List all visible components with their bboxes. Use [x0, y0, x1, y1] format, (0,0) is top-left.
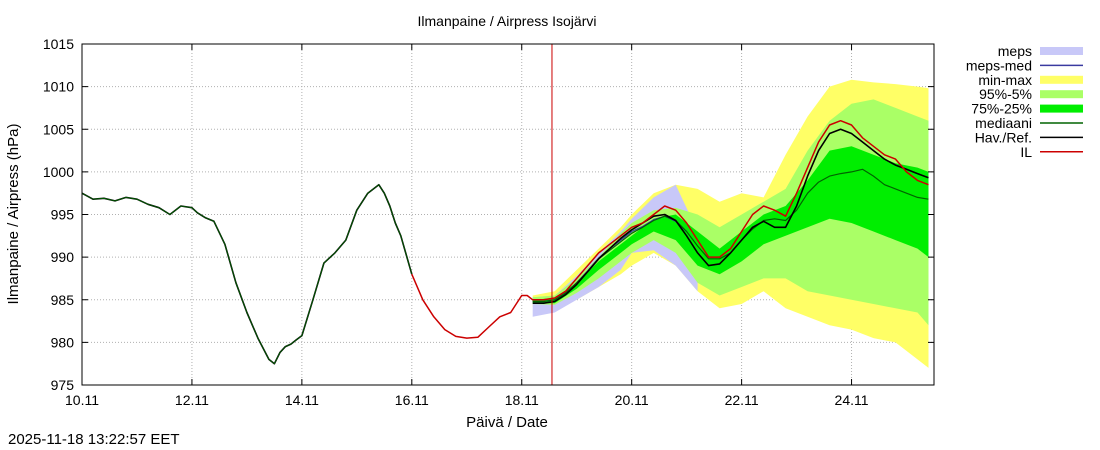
legend-swatch — [1040, 104, 1083, 113]
legend-swatch — [1040, 75, 1083, 84]
band-75-25 — [532, 146, 929, 304]
grid — [82, 44, 934, 385]
series-observed-overlay — [81, 184, 413, 365]
x-tick-label: 18.11 — [505, 392, 539, 408]
y-tick-label: 1015 — [43, 36, 74, 52]
x-tick-label: 20.11 — [615, 392, 649, 408]
series-hav-ref-observed — [81, 183, 413, 365]
legend: mepsmeps-medmin-max95%-5%75%-25%mediaani… — [966, 43, 1083, 160]
legend-label: mediaani — [975, 115, 1032, 131]
legend-swatch — [1040, 47, 1083, 55]
x-tick-label: 22.11 — [725, 392, 759, 408]
chart-title: Ilmanpaine / Airpress Isojärvi — [418, 13, 597, 29]
y-tick-label: 990 — [51, 249, 75, 265]
y-tick-label: 1005 — [43, 121, 74, 137]
series-hav-ref — [532, 128, 929, 305]
series-il — [411, 119, 929, 339]
y-tick-label: 1000 — [43, 164, 74, 180]
y-tick-label: 975 — [51, 377, 75, 393]
legend-label: 75%-25% — [971, 101, 1032, 117]
x-tick-label: 14.11 — [285, 392, 319, 408]
legend-label: Hav./Ref. — [975, 129, 1032, 145]
legend-swatch — [1040, 90, 1083, 99]
y-tick-label: 1010 — [43, 79, 74, 95]
x-axis-title: Päivä / Date — [466, 414, 548, 431]
legend-label: IL — [1020, 144, 1032, 160]
y-axis-title: Ilmanpaine / Airpress (hPa) — [5, 124, 22, 305]
timestamp: 2025-11-18 13:22:57 EET — [8, 431, 180, 448]
legend-label: 95%-5% — [979, 86, 1032, 102]
legend-label: min-max — [978, 72, 1032, 88]
x-tick-label: 24.11 — [835, 392, 869, 408]
x-tick-label: 12.11 — [175, 392, 209, 408]
x-tick-label: 10.11 — [65, 392, 99, 408]
legend-label: meps-med — [966, 57, 1032, 73]
legend-label: meps — [998, 43, 1032, 59]
y-tick-label: 980 — [51, 334, 75, 350]
y-tick-label: 995 — [51, 207, 75, 223]
y-tick-label: 985 — [51, 292, 75, 308]
x-tick-label: 16.11 — [395, 392, 429, 408]
